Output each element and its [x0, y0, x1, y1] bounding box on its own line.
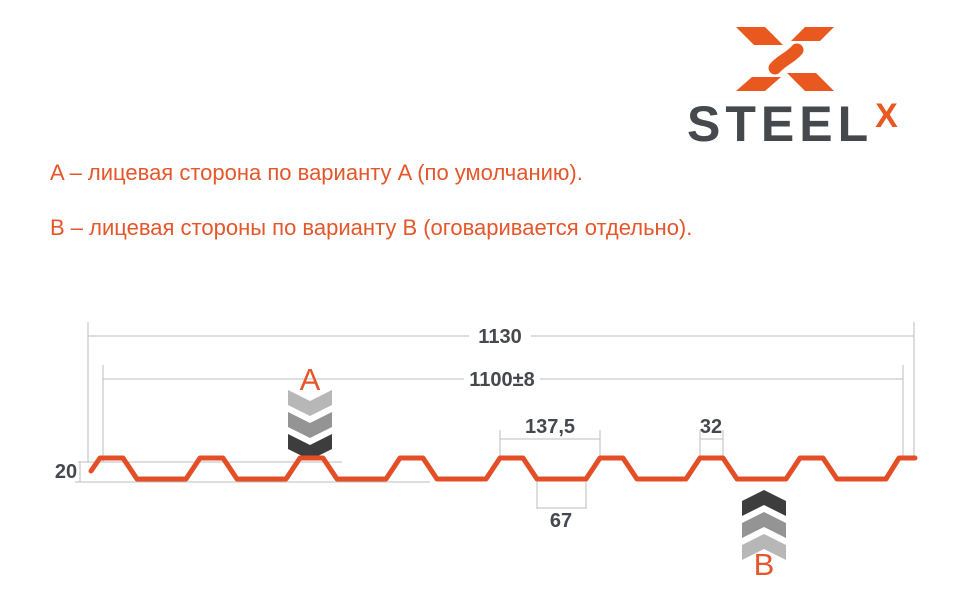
side-b-label: B [754, 547, 775, 582]
dim-label-valley-width: 67 [550, 510, 572, 532]
profile-diagram: 1130 1100±8 137,5 32 67 20 A B [55, 322, 918, 582]
dim-line-rib-pitch [499, 430, 601, 456]
steelx-logo-icon [736, 27, 834, 91]
logo-sup-x: X [875, 97, 898, 135]
x-center-link [768, 43, 804, 75]
note-line-a: A – лицевая сторона по варианту A (по ум… [50, 160, 583, 185]
side-a-chevrons-down-icon [288, 390, 332, 460]
chevron-up-light [742, 534, 786, 560]
x-arm-top-right [791, 27, 834, 41]
side-a-label: A [300, 362, 321, 397]
note-line-b: B – лицевая стороны по варианту B (огова… [50, 215, 693, 240]
chevron-up-dark [742, 490, 786, 516]
x-ribbon-mark [736, 27, 834, 91]
chevron-down-dark [288, 434, 332, 460]
dim-label-rib-pitch: 137,5 [525, 416, 575, 438]
dim-ext-working-width [102, 365, 904, 462]
dim-line-crest-width [699, 430, 724, 456]
x-arm-bottom-right [787, 73, 834, 91]
x-arm-top-left [736, 27, 783, 45]
chevron-up-mid [742, 512, 786, 538]
dim-label-crest-width: 32 [700, 416, 722, 438]
dim-label-working-width: 1100±8 [469, 369, 535, 391]
side-b-chevrons-up-icon [742, 490, 786, 560]
dim-ext-overall-width [87, 322, 915, 462]
profile-outline [88, 455, 918, 482]
logo-brand-text: STEEL [687, 96, 874, 152]
dimension-lines [75, 322, 915, 509]
dim-line-valley-width [536, 481, 587, 509]
logo-wordmark: STEELX [687, 99, 898, 149]
dim-label-overall-width: 1130 [478, 326, 521, 348]
chevron-down-light [288, 390, 332, 416]
x-arm-bottom-left [736, 77, 781, 91]
dim-label-profile-height: 20 [55, 461, 77, 483]
chevron-down-mid [288, 412, 332, 438]
